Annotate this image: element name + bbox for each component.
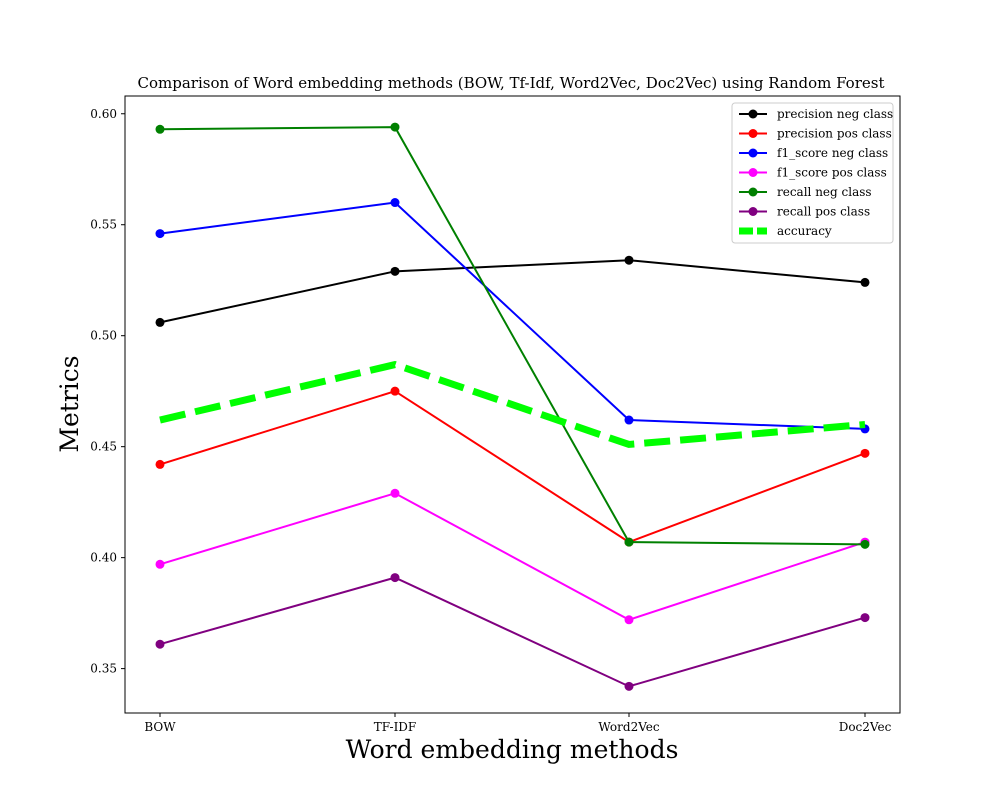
data-point-precision-pos-class <box>390 386 400 396</box>
data-point-precision-neg-class <box>390 266 400 276</box>
series-line-precision-neg-class <box>159 259 866 324</box>
legend-label-f1-score-pos-class: f1_score pos class <box>777 166 887 180</box>
y-tick-label: 0.45 <box>90 440 117 454</box>
legend: precision neg class precision pos class f1… <box>731 102 894 244</box>
data-point-precision-neg-class <box>624 255 634 265</box>
chart-title: Comparison of Word embedding methods (BO… <box>138 74 885 92</box>
legend-marker-f1-score-pos-class <box>748 168 758 177</box>
data-point-precision-pos-class <box>155 459 165 469</box>
series-line-precision-pos-class <box>159 390 866 544</box>
y-tick-label: 0.50 <box>90 329 117 343</box>
x-tick-label: Doc2Vec <box>839 720 892 734</box>
legend-marker-precision-neg-class <box>748 109 758 119</box>
data-point-recall-neg-class <box>155 124 165 134</box>
y-axis: 0.35 0.40 0.45 0.50 0.55 0.60 <box>90 107 125 676</box>
legend-marker-recall-pos-class <box>748 207 758 216</box>
data-point-recall-neg-class <box>624 537 634 547</box>
x-axis-label: Word embedding methods <box>346 735 679 764</box>
legend-label-precision-pos-class: precision pos class <box>777 127 892 141</box>
y-tick-label: 0.40 <box>90 551 117 565</box>
legend-marker-f1-score-neg-class <box>748 148 758 158</box>
series-line-f1-score-pos-class <box>159 492 866 621</box>
y-tick-label: 0.55 <box>90 218 117 232</box>
data-point-recall-neg-class <box>390 122 400 132</box>
data-point-precision-neg-class <box>860 277 870 287</box>
x-tick-label: BOW <box>144 720 176 734</box>
data-point-recall-pos-class <box>624 681 634 691</box>
legend-label-accuracy: accuracy <box>777 224 832 238</box>
data-point-f1-score-pos-class <box>390 488 400 498</box>
data-point-precision-neg-class <box>155 317 165 327</box>
legend-label-recall-pos-class: recall pos class <box>777 205 870 219</box>
x-axis: BOW TF-IDF Word2Vec Doc2Vec <box>144 713 892 734</box>
y-axis-label: Metrics <box>55 355 84 452</box>
series-line-f1-score-neg-class <box>159 201 866 430</box>
data-point-recall-pos-class <box>155 639 165 649</box>
y-tick-label: 0.35 <box>90 662 117 676</box>
x-tick-label: TF-IDF <box>374 720 417 734</box>
data-point-f1-score-pos-class <box>624 615 634 625</box>
legend-label-f1-score-neg-class: f1_score neg class <box>777 146 888 160</box>
series-line-recall-pos-class <box>159 576 866 688</box>
legend-frame <box>731 102 894 244</box>
data-point-f1-score-neg-class <box>155 229 165 239</box>
y-tick-label: 0.60 <box>90 107 117 121</box>
data-point-precision-pos-class <box>860 448 870 458</box>
plot-area <box>124 95 901 714</box>
x-tick-label: Word2Vec <box>598 720 659 734</box>
legend-label-recall-neg-class: recall neg class <box>777 185 872 199</box>
series-line-recall-neg-class <box>159 126 866 546</box>
legend-label-precision-neg-class: precision neg class <box>777 107 893 121</box>
data-point-f1-score-neg-class <box>624 415 634 425</box>
series-line-accuracy <box>159 361 866 448</box>
data-point-f1-score-pos-class <box>155 559 165 569</box>
legend-marker-recall-neg-class <box>748 187 758 197</box>
data-point-recall-pos-class <box>860 613 870 623</box>
legend-marker-precision-pos-class <box>748 129 758 138</box>
data-point-f1-score-neg-class <box>390 198 400 208</box>
data-point-recall-pos-class <box>390 573 400 583</box>
series-layer <box>155 122 870 691</box>
data-point-recall-neg-class <box>860 539 870 549</box>
